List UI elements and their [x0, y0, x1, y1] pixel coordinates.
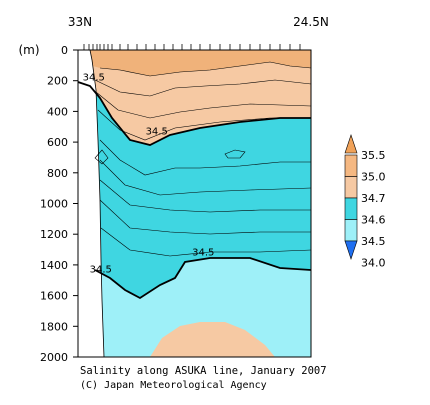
contour-label: 34.5	[83, 73, 105, 84]
y-tick-label: 400	[47, 105, 68, 118]
contour-label: 34.5	[192, 248, 214, 259]
colorbar-segment	[344, 197, 358, 220]
y-unit-label: (m)	[18, 43, 39, 57]
y-tick-label: 1400	[40, 259, 68, 272]
y-axis: 0 200 400 600 800 1000 1200 1400 1600 1800 2000	[40, 44, 78, 364]
contour-label: 34.5	[90, 265, 112, 276]
colorbar-label: 35.0	[361, 171, 386, 184]
colorbar-label: 34.7	[361, 192, 386, 205]
colorbar-label: 34.5	[361, 235, 386, 248]
station-ticks	[83, 44, 301, 50]
y-tick-label: 600	[47, 136, 68, 149]
y-tick-label: 1000	[40, 198, 68, 211]
colorbar-segment	[344, 219, 358, 242]
colorbar-label: 34.0	[361, 257, 386, 270]
chart-credit: (C) Japan Meteorological Agency	[80, 380, 267, 391]
chart-caption: Salinity along ASUKA line, January 2007	[80, 365, 327, 377]
colorbar-segment	[344, 176, 358, 199]
bottom-bump-fill	[150, 322, 275, 357]
plot-area	[78, 50, 311, 357]
contour-label: 34.5	[146, 126, 168, 137]
colorbar-label: 35.5	[361, 149, 386, 162]
x-end-label: 24.5N	[293, 15, 329, 29]
y-tick-label: 2000	[40, 351, 68, 364]
y-tick-label: 0	[61, 44, 68, 57]
contour-labels: 34.5 34.5 34.5 34.5	[83, 73, 215, 276]
colorbar-segment	[344, 154, 358, 177]
colorbar-top-arrow	[344, 134, 358, 154]
y-tick-label: 1600	[40, 290, 68, 303]
surface-water-fill	[78, 50, 311, 145]
y-tick-label: 1800	[40, 320, 68, 333]
topography-wedge	[78, 50, 104, 357]
bold-contour-lines	[78, 81, 311, 300]
y-tick-label: 200	[47, 75, 68, 88]
contour-lines	[94, 61, 311, 257]
surface-water-dark-fill	[78, 50, 311, 76]
topography-line	[89, 50, 105, 357]
x-start-label: 33N	[68, 15, 92, 29]
colorbar-label: 34.6	[361, 214, 386, 227]
y-tick-label: 1200	[40, 228, 68, 241]
colorbar: 35.5 35.0 34.7 34.6 34.5 34.0	[344, 134, 386, 270]
y-tick-label: 800	[47, 167, 68, 180]
colorbar-bottom-arrow	[344, 240, 358, 260]
